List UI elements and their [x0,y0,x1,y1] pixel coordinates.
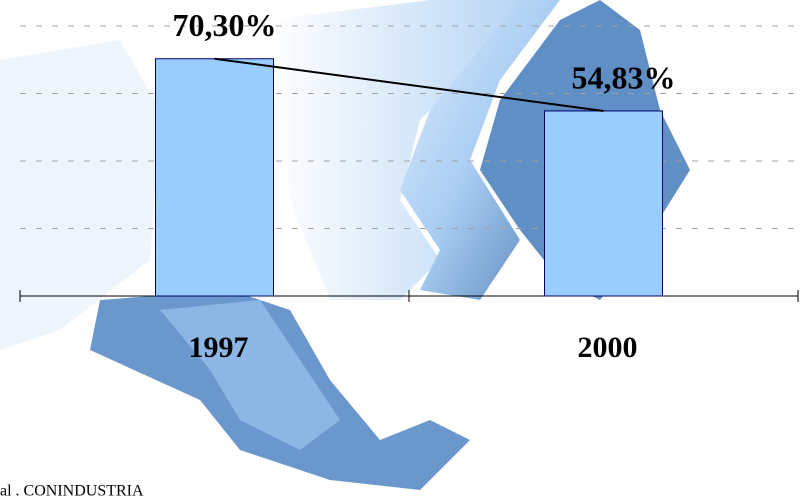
value-label: 70,30% [173,7,277,43]
x-tick-label: 1997 [189,331,249,364]
connector-line [214,57,604,112]
x-tick-label: 2000 [578,331,638,364]
source-note: al . CONINDUSTRIA [0,483,144,500]
marks: 1997 70,30% 2000 54,83% [19,7,799,364]
value-label: 54,83% [572,59,676,95]
bar [155,58,274,297]
grid [20,25,798,229]
bar [544,110,663,297]
